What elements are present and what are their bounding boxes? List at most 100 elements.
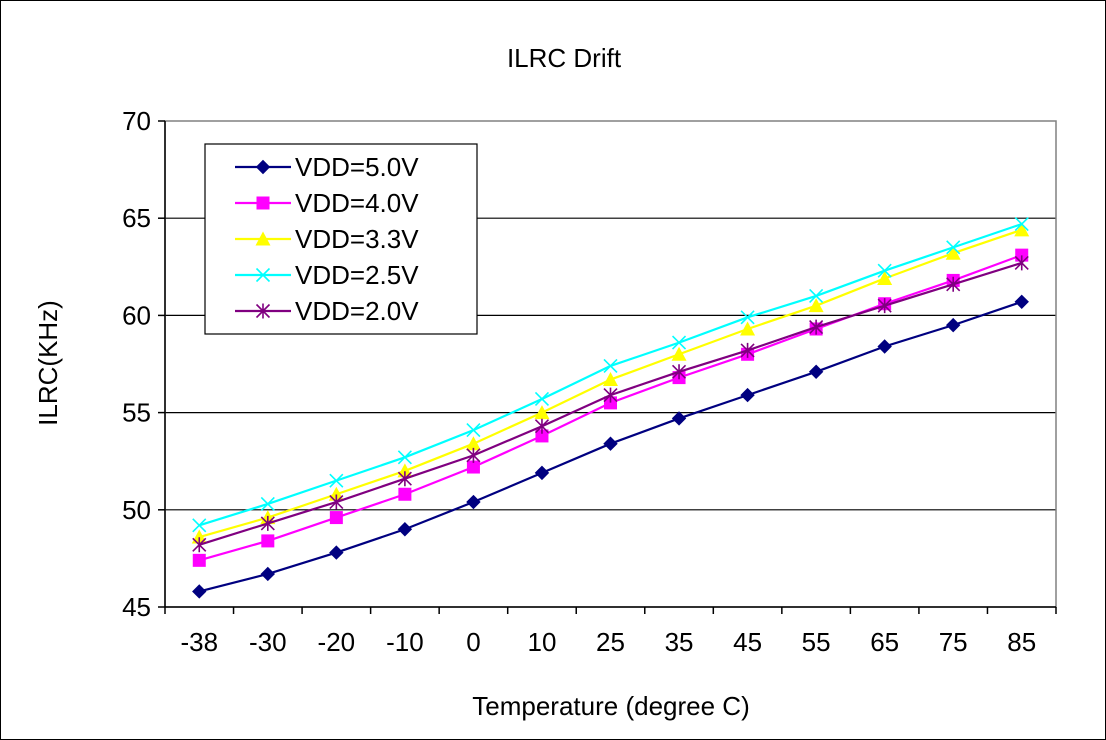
data-point bbox=[534, 418, 550, 434]
data-point bbox=[946, 240, 961, 255]
y-axis-label: ILRC(KHz) bbox=[33, 300, 63, 426]
series-4 bbox=[192, 216, 1029, 533]
data-point bbox=[671, 346, 687, 361]
data-point bbox=[260, 566, 276, 582]
data-point bbox=[466, 423, 481, 438]
data-point bbox=[397, 471, 412, 487]
y-tick-label: 50 bbox=[122, 495, 151, 525]
data-point bbox=[945, 245, 961, 260]
legend-label: VDD=2.0V bbox=[295, 296, 419, 326]
legend-item: VDD=3.3V bbox=[235, 224, 419, 254]
data-point bbox=[534, 465, 550, 481]
x-tick-label: 10 bbox=[528, 627, 557, 657]
legend-label: VDD=5.0V bbox=[295, 152, 419, 182]
x-tick-label: -20 bbox=[318, 627, 356, 657]
data-point bbox=[329, 511, 343, 525]
x-axis-label: Temperature (degree C) bbox=[472, 691, 749, 721]
y-tick-labels: 45 50 55 60 65 70 bbox=[122, 106, 151, 622]
y-tick-label: 65 bbox=[122, 203, 151, 233]
x-tick-label: -30 bbox=[249, 627, 287, 657]
data-point bbox=[466, 494, 481, 510]
x-tick-label: 65 bbox=[870, 627, 899, 657]
series-layer bbox=[191, 216, 1030, 599]
x-tick-label: 0 bbox=[466, 627, 480, 657]
legend-marker bbox=[255, 231, 271, 246]
legend-marker bbox=[255, 159, 271, 175]
legend-label: VDD=3.3V bbox=[295, 224, 419, 254]
legend-item: VDD=5.0V bbox=[235, 152, 419, 182]
x-tick-label: 85 bbox=[1007, 627, 1036, 657]
x-tick-label: 35 bbox=[665, 627, 694, 657]
x-tick-label: 25 bbox=[596, 627, 625, 657]
data-point bbox=[603, 387, 618, 403]
data-point bbox=[465, 436, 481, 451]
data-point bbox=[1015, 248, 1029, 262]
data-point bbox=[809, 319, 824, 335]
data-point bbox=[671, 364, 687, 380]
data-point bbox=[466, 447, 481, 463]
data-point bbox=[329, 473, 344, 488]
data-point bbox=[535, 429, 549, 443]
axes bbox=[158, 120, 1057, 614]
legend-marker bbox=[255, 303, 271, 319]
data-point bbox=[534, 391, 550, 407]
x-tick-label: -10 bbox=[386, 627, 424, 657]
data-point bbox=[1014, 216, 1029, 232]
data-point bbox=[1014, 222, 1030, 237]
data-point bbox=[945, 317, 961, 333]
data-point bbox=[192, 537, 207, 553]
data-point bbox=[877, 298, 892, 314]
x-tick-label: 55 bbox=[802, 627, 831, 657]
legend-item: VDD=2.5V bbox=[235, 260, 419, 290]
data-point bbox=[604, 396, 617, 410]
legend-marker bbox=[255, 267, 271, 283]
data-point bbox=[603, 358, 618, 374]
data-point bbox=[534, 405, 550, 420]
data-point bbox=[808, 298, 824, 313]
data-point bbox=[192, 584, 207, 599]
x-tick-label: 75 bbox=[939, 627, 968, 657]
data-point bbox=[260, 496, 275, 512]
y-tick-label: 45 bbox=[122, 592, 151, 622]
data-point bbox=[740, 342, 755, 358]
data-point bbox=[877, 263, 892, 278]
data-point bbox=[329, 545, 344, 560]
data-point bbox=[671, 335, 687, 350]
data-point bbox=[603, 372, 618, 387]
legend-item: VDD=2.0V bbox=[235, 296, 419, 326]
legend-label: VDD=4.0V bbox=[295, 188, 419, 218]
data-point bbox=[809, 288, 824, 304]
series-5 bbox=[192, 255, 1029, 553]
legend: VDD=5.0V VDD=4.0V VDD=3.3V VDD=2.5V VDD=2.0V bbox=[204, 143, 478, 335]
data-point bbox=[260, 515, 275, 531]
y-tick-label: 55 bbox=[122, 398, 151, 428]
x-tick-labels: -38 -30 -20 -10 0 10 25 35 45 55 65 75 85 bbox=[180, 627, 1036, 657]
data-point bbox=[740, 321, 756, 336]
data-point bbox=[329, 494, 344, 510]
data-point bbox=[1014, 294, 1029, 309]
data-point bbox=[192, 553, 206, 567]
legend-label: VDD=2.5V bbox=[295, 260, 419, 290]
data-point bbox=[466, 460, 480, 474]
legend-marker bbox=[256, 196, 270, 210]
legend-item: VDD=4.0V bbox=[235, 188, 419, 218]
y-tick-label: 70 bbox=[122, 106, 151, 136]
data-point bbox=[397, 522, 413, 537]
data-point bbox=[740, 387, 755, 403]
data-point bbox=[671, 411, 687, 426]
data-point bbox=[877, 339, 892, 354]
data-point bbox=[1014, 255, 1029, 271]
data-point bbox=[603, 436, 618, 451]
data-point bbox=[398, 487, 412, 501]
x-tick-label: -38 bbox=[180, 627, 218, 657]
data-point bbox=[946, 276, 961, 292]
data-point bbox=[261, 534, 275, 548]
data-point bbox=[808, 364, 824, 379]
series-1 bbox=[192, 294, 1029, 599]
x-tick-label: 45 bbox=[733, 627, 762, 657]
data-point bbox=[740, 310, 755, 325]
data-point bbox=[192, 518, 207, 533]
y-tick-label: 60 bbox=[122, 300, 151, 330]
